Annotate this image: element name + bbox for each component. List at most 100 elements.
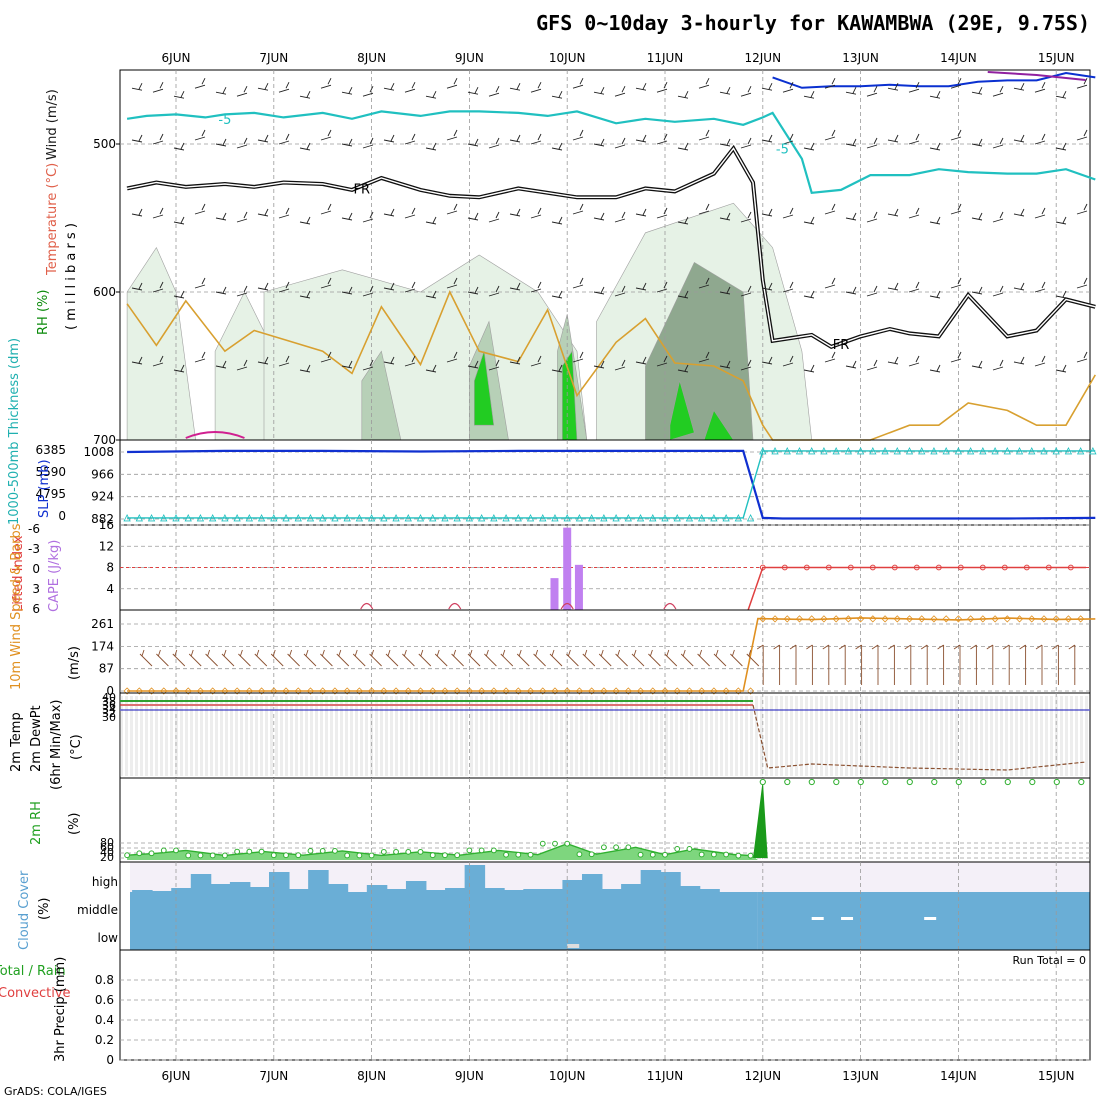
upper-wind-barb [929, 290, 941, 299]
rh2m-line [127, 842, 754, 857]
wind10-barb [871, 644, 879, 685]
upper-wind-barb [971, 286, 983, 295]
thickness-marker [649, 514, 657, 522]
upper-wind-barb [173, 90, 185, 99]
lifted-index-marker [869, 564, 876, 571]
wind10-barb [566, 649, 579, 667]
thickness-marker [453, 514, 461, 522]
wind10-marker [1015, 615, 1024, 623]
upper-wind-barb [152, 81, 164, 93]
upper-wind-barb [320, 277, 332, 289]
upper-wind-barb [278, 207, 290, 219]
cape-axis-label: CAPE (J/kg) [47, 540, 62, 612]
upper-wind-barb [404, 355, 416, 367]
rh2m-marker [454, 852, 461, 859]
upper-wind-barb [341, 212, 353, 221]
thickness-marker [172, 514, 180, 522]
upper-wind-barb [572, 77, 584, 89]
upper-wind-barb [614, 85, 626, 97]
thickness-marker [893, 447, 901, 455]
upper-wind-barb [383, 282, 395, 291]
upper-wind-barb [530, 81, 542, 93]
thickness-marker [184, 514, 192, 522]
upper-wind-barb [257, 208, 269, 217]
wind10-barb [697, 649, 710, 667]
rh-axis-label: RH (%) [36, 290, 51, 335]
wind10-barb [888, 644, 895, 685]
top-day-labels: 6JUN 7JUN 8JUN 9JUN 10JUN 11JUN 12JUN 13JUN 14JU… [162, 51, 1075, 65]
upper-wind-barb [992, 137, 1004, 149]
upper-wind-barb [656, 281, 668, 293]
upper-wind-barb [299, 290, 311, 299]
cloud-gap [811, 917, 824, 920]
rh2m-marker [686, 846, 693, 852]
wind-axis-label: Wind (m/s) [45, 89, 60, 160]
upper-wind-barb [593, 86, 605, 95]
top-day-label: 15JUN [1038, 51, 1075, 65]
rh2m-marker [185, 852, 192, 859]
wind10-barb [680, 649, 694, 667]
upper-wind-barb [803, 364, 815, 373]
lifted-index-tick-label: 0 [32, 562, 40, 576]
upper-wind-barb [425, 364, 437, 373]
thickness-marker [600, 514, 608, 522]
wind10-barb [451, 649, 464, 667]
rh2m-marker [662, 851, 668, 858]
upper-wind-barb [551, 364, 563, 373]
slp-side-labels: 1000-500mb Thickness (dm) SLP (mb) [7, 338, 52, 525]
upper-wind-barb [740, 211, 752, 223]
credit-label: GrADS: COLA/IGES [4, 1085, 107, 1098]
wind10-marker [991, 615, 999, 623]
lifted-index-marker [1067, 564, 1074, 571]
thickness-tick-label: 0 [58, 509, 66, 523]
precip-tick-label: 0.8 [95, 973, 114, 987]
wind10-barb [533, 649, 546, 667]
thickness-marker [563, 514, 571, 522]
upper-wind-barb [908, 81, 920, 93]
wind10-marker [954, 615, 962, 623]
wind10-speed-line [127, 617, 1096, 692]
thickness-marker [477, 514, 486, 522]
upper-wind-barb [614, 211, 626, 223]
upper-wind-barb [950, 277, 962, 289]
precip-tick-label: 0 [106, 1053, 114, 1067]
wind10-tick-label: 0 [106, 684, 114, 698]
rh2m-top-marker [931, 778, 938, 786]
bottom-day-label: 6JUN [162, 1069, 191, 1083]
lifted-index-marker [935, 564, 942, 571]
lifted-index-tick-label: 6 [32, 602, 40, 616]
thickness-marker [856, 447, 865, 455]
thickness-marker [832, 447, 840, 455]
wind10-barb [615, 649, 628, 667]
upper-wind-barb [719, 360, 731, 369]
lifted-index-marker [979, 564, 986, 571]
upper-wind-barb [971, 212, 983, 221]
thickness-marker [795, 447, 804, 455]
bottom-day-label: 8JUN [357, 1069, 386, 1083]
rh2m-marker [270, 852, 277, 859]
upper-wind-barb [488, 285, 500, 297]
rh2m-top-marker [1029, 778, 1036, 786]
upper-wind-barb [320, 129, 332, 141]
upper-wind-barb [362, 211, 374, 223]
bottom-day-label: 7JUN [259, 1069, 288, 1083]
wind10-barb [156, 649, 169, 667]
lifted-index-marker [1001, 564, 1008, 571]
upper-wind-barb [488, 359, 500, 371]
upper-wind-barb [509, 82, 521, 91]
top-day-label: 12JUN [745, 51, 782, 65]
cloud-unit-label: (%) [37, 898, 52, 921]
wind10-marker [869, 615, 877, 623]
upper-wind-barb [257, 356, 269, 365]
top-day-label: 14JUN [940, 51, 977, 65]
wind10-barb [648, 649, 661, 667]
upper-wind-barb [425, 290, 437, 299]
thickness-marker [392, 514, 400, 522]
rh2m-marker [332, 847, 338, 854]
upper-wind-barb [845, 86, 857, 95]
upper-wind-barb [341, 86, 353, 95]
pressure-tick-label: 700 [93, 433, 116, 447]
temp2m-tick-label: 34 [102, 703, 116, 716]
upper-wind-barb [341, 286, 353, 295]
upper-wind-barb [194, 277, 206, 289]
